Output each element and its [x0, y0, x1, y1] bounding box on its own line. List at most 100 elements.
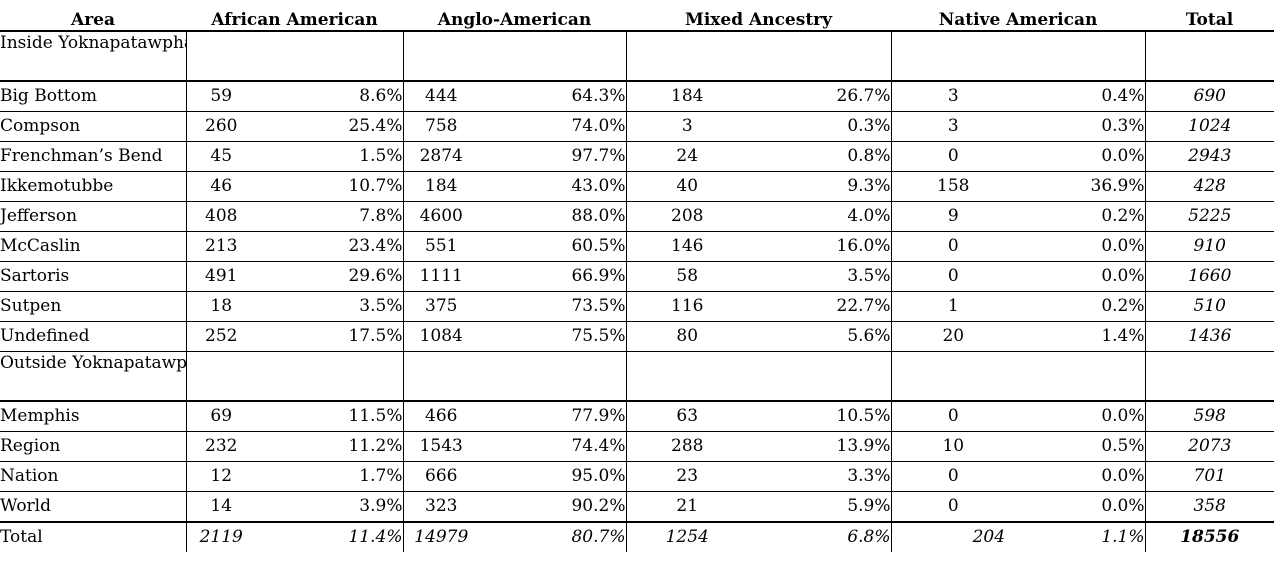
mixed-ancestry-count: 184	[625, 81, 748, 112]
african-american-percent: 3.9%	[256, 491, 403, 523]
section-empty-cell	[890, 351, 1146, 402]
native-american-percent: 0.0%	[1015, 261, 1146, 292]
row-area: Sutpen	[0, 291, 186, 322]
mixed-ancestry-percent: 3.5%	[748, 261, 892, 292]
table-row: Compson 260 25.4% 758 74.0% 3 0.3% 3 0.3% 1024	[0, 111, 1274, 142]
african-american-percent: 25.4%	[256, 111, 403, 142]
african-american-count: 69	[185, 401, 256, 432]
header-anglo-american: Anglo-American	[403, 8, 626, 32]
row-area: Jefferson	[0, 201, 186, 232]
native-american-percent: 0.0%	[1015, 461, 1146, 492]
total-african-american-percent: 11.4%	[256, 521, 403, 552]
native-american-percent: 36.9%	[1015, 171, 1146, 202]
mixed-ancestry-count: 3	[625, 111, 748, 142]
native-american-percent: 1.4%	[1015, 321, 1146, 352]
anglo-american-count: 551	[402, 231, 479, 262]
row-area: McCaslin	[0, 231, 186, 262]
row-total: 1024	[1144, 111, 1274, 142]
anglo-american-percent: 95.0%	[479, 461, 626, 492]
row-total: 5225	[1144, 201, 1274, 232]
total-mixed-ancestry-percent: 6.8%	[748, 521, 892, 552]
african-american-percent: 23.4%	[256, 231, 403, 262]
native-american-count: 20	[890, 321, 1016, 352]
section-empty-cell	[1144, 351, 1274, 402]
native-american-count: 0	[890, 491, 1016, 523]
mixed-ancestry-percent: 13.9%	[748, 431, 892, 462]
row-area: Undefined	[0, 321, 186, 352]
section-label: Inside Yoknapatawpha	[0, 31, 186, 82]
row-area: Nation	[0, 461, 186, 492]
row-total: 598	[1144, 401, 1274, 432]
anglo-american-count: 666	[402, 461, 479, 492]
native-american-percent: 0.0%	[1015, 491, 1146, 523]
anglo-american-percent: 88.0%	[479, 201, 626, 232]
native-american-count: 158	[890, 171, 1016, 202]
african-american-count: 18	[185, 291, 256, 322]
mixed-ancestry-count: 63	[625, 401, 748, 432]
african-american-count: 59	[185, 81, 256, 112]
native-american-count: 0	[890, 231, 1016, 262]
mixed-ancestry-percent: 26.7%	[748, 81, 892, 112]
total-anglo-american-percent: 80.7%	[479, 521, 626, 552]
anglo-american-count: 1543	[402, 431, 479, 462]
african-american-count: 232	[185, 431, 256, 462]
anglo-american-percent: 60.5%	[479, 231, 626, 262]
anglo-american-count: 323	[402, 491, 479, 523]
header-row: Area African American Anglo-American Mix…	[0, 8, 1274, 32]
total-native-american-count: 204	[890, 521, 1016, 552]
section-empty-cell	[185, 31, 403, 82]
mixed-ancestry-count: 116	[625, 291, 748, 322]
table-row: Region 232 11.2% 1543 74.4% 288 13.9% 10 0.5% 207…	[0, 431, 1274, 462]
row-total: 910	[1144, 231, 1274, 262]
african-american-percent: 7.8%	[256, 201, 403, 232]
anglo-american-percent: 43.0%	[479, 171, 626, 202]
total-african-american-count: 2119	[185, 521, 256, 552]
native-american-count: 0	[890, 141, 1016, 172]
total-anglo-american-count: 14979	[402, 521, 479, 552]
anglo-american-count: 1111	[402, 261, 479, 292]
anglo-american-percent: 77.9%	[479, 401, 626, 432]
mixed-ancestry-count: 24	[625, 141, 748, 172]
mixed-ancestry-count: 146	[625, 231, 748, 262]
native-american-count: 1	[890, 291, 1016, 322]
mixed-ancestry-count: 208	[625, 201, 748, 232]
mixed-ancestry-percent: 9.3%	[748, 171, 892, 202]
grand-total: 18556	[1144, 521, 1274, 552]
header-area: Area	[0, 8, 186, 32]
total-mixed-ancestry-count: 1254	[625, 521, 748, 552]
section-empty-cell	[402, 31, 626, 82]
mixed-ancestry-percent: 5.6%	[748, 321, 892, 352]
row-total: 1660	[1144, 261, 1274, 292]
section-empty-cell	[890, 31, 1146, 82]
table-row: McCaslin 213 23.4% 551 60.5% 146 16.0% 0 0.0% 910	[0, 231, 1274, 262]
native-american-percent: 0.0%	[1015, 231, 1146, 262]
mixed-ancestry-count: 58	[625, 261, 748, 292]
row-area: World	[0, 491, 186, 523]
table-row: Sutpen 18 3.5% 375 73.5% 116 22.7% 1 0.2% 510	[0, 291, 1274, 322]
row-total: 1436	[1144, 321, 1274, 352]
native-american-percent: 0.0%	[1015, 401, 1146, 432]
african-american-count: 12	[185, 461, 256, 492]
section-header-row: Outside Yoknapatawpha	[0, 351, 1274, 402]
row-total: 2073	[1144, 431, 1274, 462]
total-label: Total	[0, 521, 186, 552]
row-area: Ikkemotubbe	[0, 171, 186, 202]
anglo-american-count: 4600	[402, 201, 479, 232]
native-american-count: 0	[890, 261, 1016, 292]
native-american-count: 10	[890, 431, 1016, 462]
header-native-american: Native American	[891, 8, 1146, 32]
mixed-ancestry-percent: 5.9%	[748, 491, 892, 523]
anglo-american-percent: 73.5%	[479, 291, 626, 322]
mixed-ancestry-percent: 0.8%	[748, 141, 892, 172]
section-empty-cell	[625, 31, 892, 82]
row-total: 690	[1144, 81, 1274, 112]
section-empty-cell	[1144, 31, 1274, 82]
header-mixed-ancestry: Mixed Ancestry	[626, 8, 892, 32]
row-area: Big Bottom	[0, 81, 186, 112]
total-row: Total 2119 11.4% 14979 80.7% 1254 6.8% 204 1.1% 1…	[0, 521, 1274, 552]
table-row: Nation 12 1.7% 666 95.0% 23 3.3% 0 0.0% 701	[0, 461, 1274, 492]
african-american-count: 491	[185, 261, 256, 292]
table-row: Frenchman’s Bend 45 1.5% 2874 97.7% 24 0.8% 0 0.…	[0, 141, 1274, 172]
row-area: Frenchman’s Bend	[0, 141, 186, 172]
anglo-american-count: 375	[402, 291, 479, 322]
